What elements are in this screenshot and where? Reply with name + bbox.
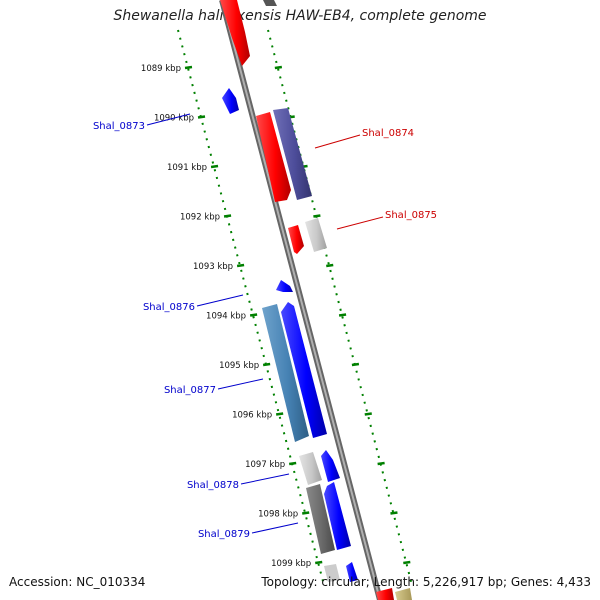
kbp-tick-label: 1098 kbp	[258, 510, 298, 520]
gene-feature-shal-0877[interactable]	[281, 302, 327, 438]
kbp-tick-label: 1089 kbp	[141, 64, 181, 74]
kbp-tick-mark-outer	[351, 362, 360, 367]
genome-backbone	[219, 0, 383, 600]
kbp-tick-mark-outer	[377, 461, 385, 466]
kbp-tick-mark-inner	[249, 313, 258, 317]
kbp-tick-label: 1099 kbp	[271, 559, 311, 569]
kbp-tick-mark-inner	[223, 214, 232, 218]
kbp-tick-label: 1091 kbp	[167, 163, 207, 173]
leader-shal-0874	[314, 134, 361, 149]
gene-feature-shal-0876[interactable]	[262, 304, 309, 442]
gene-feature-shal-0874[interactable]	[256, 112, 291, 202]
kbp-tick-mark-inner	[184, 65, 193, 70]
label-shal-0876[interactable]: Shal_0876	[143, 302, 195, 313]
label-shal-0873[interactable]: Shal_0873	[93, 121, 145, 132]
kbp-tick-mark-outer	[326, 263, 334, 268]
kbp-tick-mark-outer	[338, 313, 347, 317]
kbp-tick-mark-outer	[274, 65, 283, 70]
kbp-tick-mark-inner	[315, 560, 323, 565]
gene-feature-top-1[interactable]	[220, 0, 250, 66]
leader-shal-0875	[336, 216, 384, 230]
gene-features	[220, 0, 412, 600]
gene-feature-bottom-red[interactable]	[376, 588, 394, 600]
accession-text: Accession: NC_010334	[9, 575, 146, 589]
kbp-tick-mark-inner	[262, 362, 271, 367]
genome-summary-text: Topology: circular; Length: 5,226,917 bp…	[261, 575, 591, 589]
kbp-tick-mark-outer	[403, 560, 411, 565]
gene-feature-shal-0878[interactable]	[299, 452, 322, 485]
kbp-tick-mark-inner	[302, 511, 310, 515]
leader-shal-0873	[146, 113, 191, 126]
kbp-tick-mark-inner	[236, 263, 245, 268]
gene-feature-blue-small[interactable]	[222, 88, 239, 114]
kbp-tick-mark-inner	[197, 115, 206, 119]
kbp-tick-mark-outer	[390, 511, 398, 515]
gene-feature-shal-0879[interactable]	[306, 484, 335, 554]
label-shal-0877[interactable]: Shal_0877	[164, 385, 216, 396]
gene-feature-bottom-gray[interactable]	[324, 564, 340, 582]
label-shal-0874[interactable]: Shal_0874	[362, 128, 414, 139]
gene-feature-bottom-olive[interactable]	[395, 588, 412, 600]
gene-feature-shal-0875[interactable]	[288, 225, 304, 254]
gene-labels: Shal_0874 Shal_0875 Shal_0873 Shal_0876 …	[93, 113, 437, 540]
gene-feature-shal-0879-partner[interactable]	[324, 482, 351, 550]
gene-feature-shal-0874-partner[interactable]	[273, 108, 312, 200]
kbp-tick-mark-inner	[288, 461, 297, 466]
label-shal-0878[interactable]: Shal_0878	[187, 480, 239, 491]
leader-shal-0878	[240, 473, 290, 485]
gene-feature-shal-0875-partner[interactable]	[305, 218, 327, 252]
kbp-tick-mark-inner	[275, 412, 284, 416]
gene-feature-shal-0878-partner[interactable]	[321, 450, 340, 482]
label-shal-0875[interactable]: Shal_0875	[385, 210, 437, 221]
map-title: Shewanella halifaxensis HAW-EB4, complet…	[113, 8, 487, 24]
kbp-tick-label: 1095 kbp	[219, 361, 259, 371]
leader-shal-0877	[217, 378, 264, 390]
leader-shal-0879	[251, 522, 299, 534]
kbp-tick-label: 1097 kbp	[245, 460, 285, 470]
kbp-tick-label: 1093 kbp	[193, 262, 233, 272]
kbp-tick-label: 1092 kbp	[180, 213, 220, 223]
kbp-tick-label: 1096 kbp	[232, 411, 272, 421]
kbp-tick-mark-outer	[364, 412, 372, 416]
gene-feature-bottom-blue[interactable]	[346, 562, 358, 582]
label-shal-0879[interactable]: Shal_0879	[198, 529, 250, 540]
leader-shal-0876	[196, 294, 244, 307]
kbp-tick-label: 1094 kbp	[206, 312, 246, 322]
gene-feature-top-2[interactable]	[263, 0, 277, 6]
kbp-tick-mark-outer	[313, 214, 321, 218]
gene-feature-blue-tiny[interactable]	[276, 280, 293, 292]
kbp-tick-mark-inner	[210, 164, 219, 169]
